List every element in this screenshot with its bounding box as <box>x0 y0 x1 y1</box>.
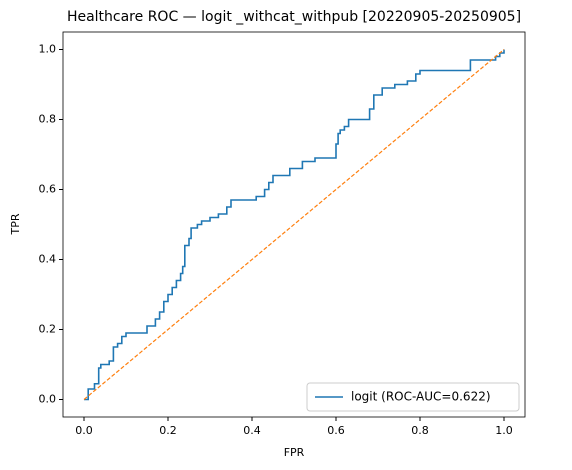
x-tick-label: 1.0 <box>495 424 513 437</box>
plot-frame <box>62 31 526 418</box>
x-tick-label: 0.0 <box>75 424 93 437</box>
chart-title: Healthcare ROC — logit _withcat_withpub … <box>67 9 521 25</box>
roc-line <box>84 49 505 401</box>
x-tick-label: 0.4 <box>243 424 261 437</box>
y-tick-label: 1.0 <box>39 43 57 56</box>
y-tick-label: 0.2 <box>39 323 57 336</box>
x-tick-label: 0.8 <box>411 424 429 437</box>
x-axis-label: FPR <box>284 446 305 459</box>
y-tick-label: 0.6 <box>39 183 57 196</box>
y-tick-label: 0.4 <box>39 253 57 266</box>
y-tick-label: 0.8 <box>39 113 57 126</box>
y-axis-label: TPR <box>9 213 22 235</box>
roc-line <box>83 49 505 400</box>
x-tick-label: 0.6 <box>327 424 345 437</box>
legend-label: logit (ROC-AUC=0.622) <box>351 390 491 404</box>
y-tick-label: 0.0 <box>39 393 57 406</box>
x-tick-label: 0.2 <box>159 424 177 437</box>
legend-box <box>306 382 520 412</box>
